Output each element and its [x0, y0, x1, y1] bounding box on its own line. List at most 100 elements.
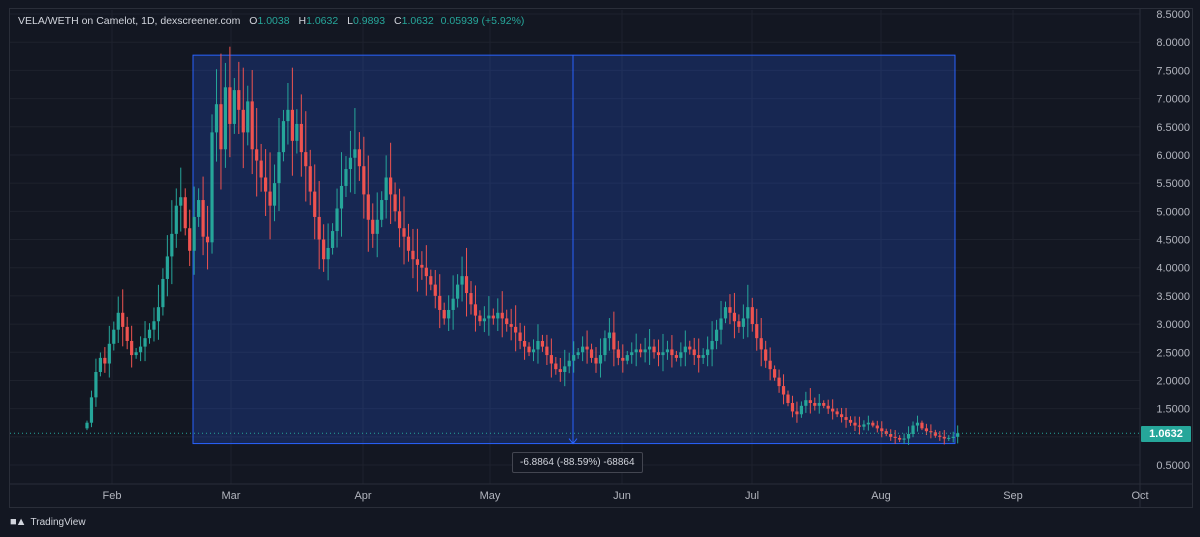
- candle: [107, 325, 111, 378]
- candle: [438, 274, 442, 329]
- candle: [540, 334, 545, 352]
- candle: [147, 323, 152, 344]
- candle: [170, 200, 174, 285]
- candle: [813, 397, 817, 411]
- candle: [768, 347, 772, 381]
- candle: [531, 339, 536, 362]
- candle: [567, 352, 571, 374]
- candle: [585, 330, 589, 364]
- candle: [192, 186, 196, 275]
- candle: [514, 305, 518, 352]
- candle: [161, 268, 165, 316]
- candle: [697, 338, 701, 373]
- candle: [357, 132, 361, 181]
- high-label: H: [298, 15, 307, 27]
- candle: [397, 188, 402, 248]
- candle: [576, 348, 580, 359]
- candle: [264, 149, 268, 217]
- candle: [156, 284, 161, 340]
- candle: [554, 357, 558, 375]
- candle: [866, 415, 870, 431]
- candle: [723, 301, 728, 324]
- candle: [393, 182, 397, 222]
- candle: [228, 46, 232, 158]
- candle: [335, 188, 339, 248]
- candle: [929, 424, 933, 439]
- candle: [317, 181, 321, 270]
- candle: [737, 314, 741, 333]
- footer-brand: TradingView: [30, 516, 86, 528]
- symbol-title: VELA/WETH on Camelot, 1D, dexscreener.co…: [18, 15, 241, 27]
- candle: [442, 302, 446, 325]
- x-tick-label: Sep: [1003, 490, 1023, 502]
- candles: [10, 46, 1140, 445]
- y-tick-label: 4.0000: [1156, 263, 1190, 275]
- candle: [179, 167, 183, 232]
- measure-box[interactable]: [192, 54, 956, 445]
- candle: [884, 428, 888, 437]
- candle: [371, 203, 375, 248]
- candle: [255, 108, 259, 197]
- candle: [755, 308, 759, 351]
- measure-rect[interactable]: [192, 54, 956, 445]
- candle: [728, 294, 732, 325]
- candle: [933, 429, 937, 438]
- x-tick-label: Jun: [613, 490, 631, 502]
- candle: [804, 391, 808, 413]
- symbol-legend: VELA/WETH on Camelot, 1D, dexscreener.co…: [18, 15, 524, 27]
- candle: [188, 209, 192, 267]
- candle: [947, 435, 951, 441]
- high-value: 1.0632: [306, 15, 339, 27]
- candle: [875, 420, 879, 433]
- candle: [116, 296, 120, 343]
- candle: [661, 333, 665, 372]
- candle: [665, 340, 670, 360]
- candle: [272, 164, 277, 222]
- candle: [683, 330, 687, 367]
- candle: [563, 349, 567, 387]
- candle: [241, 67, 245, 169]
- x-tick-label: Aug: [871, 490, 891, 502]
- candle: [536, 324, 540, 364]
- candle: [773, 365, 777, 381]
- candle: [375, 192, 379, 258]
- candle: [616, 340, 620, 366]
- candle: [822, 400, 826, 409]
- change-value: 0.05939 (+5.92%): [440, 15, 525, 27]
- candle: [848, 416, 853, 426]
- candle: [478, 310, 482, 326]
- candle: [496, 298, 500, 332]
- candle: [701, 348, 705, 364]
- candle: [339, 152, 344, 237]
- candle: [469, 281, 473, 315]
- candle: [607, 318, 612, 351]
- y-tick-label: 2.0000: [1156, 375, 1190, 387]
- candle: [125, 316, 129, 350]
- candle: [299, 94, 303, 177]
- y-tick-label: 4.5000: [1156, 235, 1190, 247]
- x-tick-label: Feb: [103, 490, 122, 502]
- candle: [777, 369, 781, 393]
- y-tick-label: 6.5000: [1156, 122, 1190, 134]
- candle: [402, 196, 406, 265]
- candle: [165, 235, 169, 297]
- candle: [621, 344, 625, 373]
- candle: [94, 358, 98, 407]
- candle: [634, 333, 638, 367]
- candle: [647, 329, 652, 365]
- time-axis[interactable]: Feb Mar Apr May Jun Jul Aug Sep Oct: [10, 483, 1192, 502]
- y-tick-label: 7.5000: [1156, 65, 1190, 77]
- candle: [491, 308, 495, 325]
- candle: [790, 395, 795, 418]
- last-price-tag: 1.0632: [1141, 426, 1191, 442]
- candle: [572, 341, 576, 373]
- candle: [348, 130, 353, 193]
- candle: [915, 415, 920, 432]
- low-label: L: [347, 15, 353, 27]
- footer[interactable]: ■▲ TradingView: [10, 516, 86, 528]
- y-tick-label: 8.5000: [1156, 9, 1190, 21]
- candle: [308, 149, 312, 206]
- candle: [612, 311, 616, 367]
- candle: [121, 289, 125, 347]
